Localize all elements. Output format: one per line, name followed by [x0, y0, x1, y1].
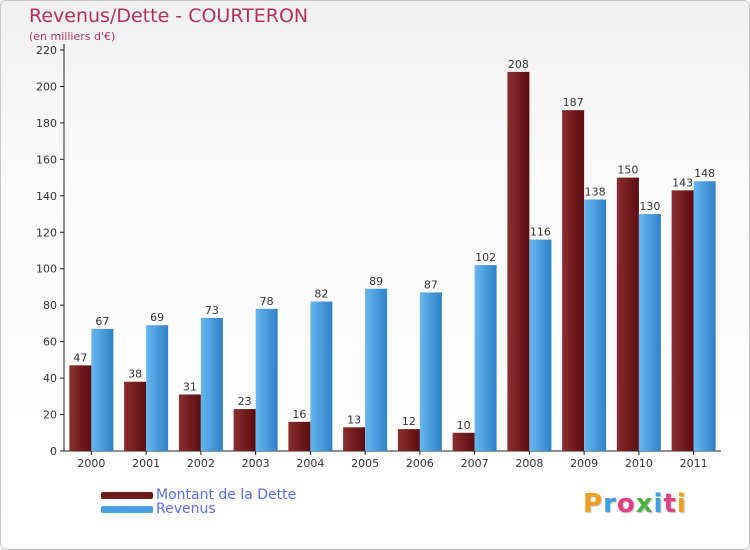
data-label: 23	[238, 395, 252, 408]
data-label: 148	[694, 167, 715, 180]
data-label: 102	[475, 251, 496, 264]
data-label: 150	[617, 164, 638, 177]
data-label: 208	[508, 58, 529, 71]
data-label: 69	[150, 311, 164, 324]
x-tick-label: 2004	[296, 457, 324, 470]
x-tick-label: 2008	[515, 457, 543, 470]
x-tick-label: 2001	[132, 457, 160, 470]
revenus-bar	[584, 199, 607, 451]
y-tick-label: 120	[36, 226, 57, 239]
dette-bar	[178, 394, 201, 451]
revenus-bar	[638, 214, 661, 451]
legend-swatch-revenus	[101, 505, 153, 513]
x-tick-label: 2005	[351, 457, 379, 470]
dette-bar	[124, 381, 147, 451]
logo-letter: i	[676, 489, 687, 519]
revenus-bar	[529, 239, 552, 451]
data-label: 47	[73, 351, 87, 364]
legend-item-revenus: Revenus	[101, 501, 216, 517]
y-tick-label: 220	[36, 44, 57, 57]
revenus-bar	[91, 328, 114, 451]
y-tick-label: 200	[36, 80, 57, 93]
x-tick-label: 2007	[461, 457, 489, 470]
data-label: 12	[402, 415, 416, 428]
data-label: 31	[183, 380, 197, 393]
y-tick-label: 180	[36, 117, 57, 130]
data-label: 138	[585, 185, 606, 198]
dette-bar	[671, 190, 694, 451]
chart-title: Revenus/Dette - COURTERON	[29, 5, 309, 27]
data-label: 78	[260, 295, 274, 308]
data-label: 89	[369, 275, 383, 288]
y-tick-label: 60	[43, 336, 57, 349]
logo-letter: o	[616, 489, 636, 519]
legend-label-revenus: Revenus	[156, 501, 216, 517]
revenus-bar	[310, 301, 333, 451]
logo-letter: r	[603, 489, 617, 519]
dette-bar	[288, 421, 311, 451]
dette-bar	[397, 429, 420, 451]
revenus-bar	[693, 181, 716, 451]
revenus-bar	[419, 292, 442, 451]
x-tick-label: 2009	[570, 457, 598, 470]
data-label: 187	[563, 96, 584, 109]
data-label: 16	[292, 408, 306, 421]
legend-swatch-dette	[101, 491, 153, 499]
y-tick-label: 140	[36, 190, 57, 203]
x-tick-label: 2010	[625, 457, 653, 470]
y-tick-label: 80	[43, 299, 57, 312]
data-label: 10	[457, 419, 471, 432]
data-label: 116	[530, 226, 551, 239]
dette-bar	[343, 427, 366, 451]
data-label: 87	[424, 278, 438, 291]
y-tick-label: 20	[43, 409, 57, 422]
logo-letter: x	[635, 489, 654, 519]
revenus-bar	[200, 317, 223, 451]
revenus-bar	[146, 325, 169, 451]
data-label: 73	[205, 304, 219, 317]
logo-letter: i	[653, 489, 664, 519]
dette-bar	[69, 365, 92, 451]
y-tick-label: 100	[36, 263, 57, 276]
y-tick-label: 40	[43, 372, 57, 385]
x-tick-label: 2006	[406, 457, 434, 470]
data-label: 38	[128, 368, 142, 381]
legend-label-dette: Montant de la Dette	[156, 487, 297, 503]
dette-bar	[507, 71, 530, 451]
data-label: 82	[314, 288, 328, 301]
data-label: 67	[95, 315, 109, 328]
dette-bar	[452, 432, 475, 451]
x-tick-label: 2011	[680, 457, 708, 470]
logo-letter: t	[663, 489, 677, 519]
x-tick-label: 2000	[77, 457, 105, 470]
data-label: 13	[347, 413, 361, 426]
dette-bar	[562, 110, 585, 452]
dette-bar	[616, 177, 639, 451]
revenus-bar	[255, 308, 278, 451]
y-tick-label: 0	[50, 445, 57, 458]
legend-item-dette: Montant de la Dette	[101, 487, 296, 503]
chart-subtitle: (en milliers d'€)	[29, 30, 116, 43]
data-label: 143	[672, 176, 693, 189]
logo-letter: P	[583, 489, 604, 519]
x-tick-label: 2002	[187, 457, 215, 470]
y-tick-label: 160	[36, 153, 57, 166]
data-label: 130	[639, 200, 660, 213]
proxiti-logo: Proxiti	[583, 489, 687, 519]
revenus-bar	[474, 265, 497, 451]
revenus-bar	[365, 288, 388, 451]
dette-bar	[233, 409, 256, 451]
x-tick-label: 2003	[242, 457, 270, 470]
